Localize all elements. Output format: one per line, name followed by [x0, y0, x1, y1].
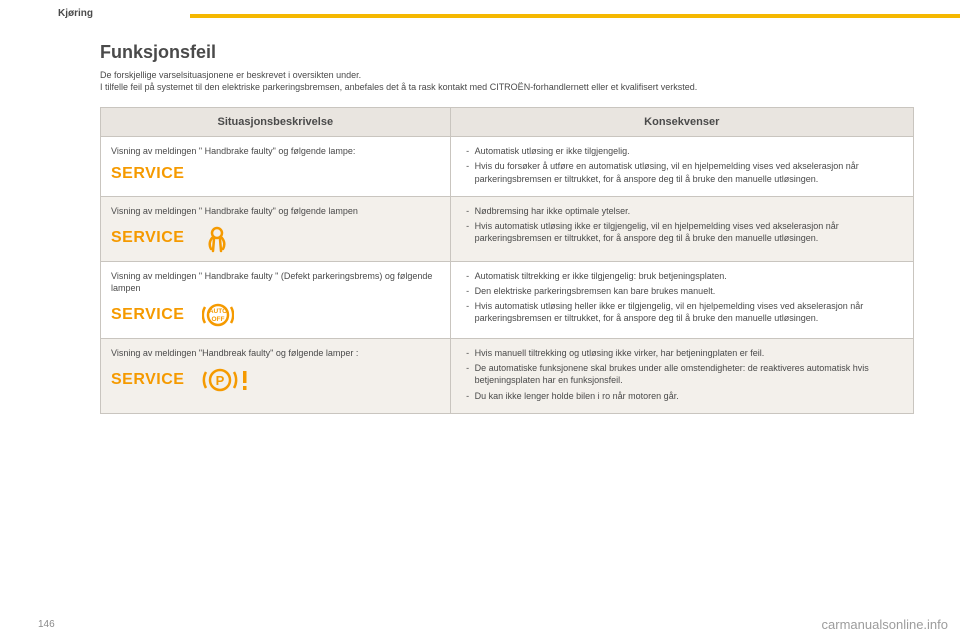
- service-lamp-icon: SERVICE: [111, 227, 184, 249]
- situation-text: Visning av meldingen " Handbrake faulty …: [111, 270, 440, 294]
- col-header-consequences: Konsekvenser: [450, 108, 913, 137]
- svg-text:P: P: [216, 373, 225, 388]
- service-lamp-icon: SERVICE: [111, 369, 184, 391]
- watermark: carmanualsonline.info: [822, 617, 948, 632]
- consequence-item: Den elektriske parkeringsbremsen kan bar…: [461, 285, 903, 297]
- consequence-item: Nødbremsing har ikke optimale ytelser.: [461, 205, 903, 217]
- lamp-icons: SERVICE P: [111, 365, 440, 395]
- consequences-cell: Hvis manuell tiltrekking og utløsing ikk…: [450, 339, 913, 414]
- svg-text:AUTO: AUTO: [209, 308, 227, 315]
- auto-off-icon: AUTO OFF: [202, 300, 234, 330]
- table-row: Visning av meldingen " Handbrake faulty …: [101, 261, 914, 338]
- section-label: Kjøring: [58, 8, 93, 19]
- page-title: Funksjonsfeil: [100, 42, 914, 63]
- lamp-icons: SERVICE: [111, 163, 440, 185]
- table-row: Visning av meldingen " Handbrake faulty"…: [101, 196, 914, 261]
- service-lamp-icon: SERVICE: [111, 304, 184, 326]
- situation-cell: Visning av meldingen "Handbreak faulty" …: [101, 339, 451, 414]
- situation-text: Visning av meldingen " Handbrake faulty"…: [111, 205, 440, 217]
- consequences-list: Nødbremsing har ikke optimale ytelser. Hv…: [461, 205, 903, 244]
- intro-text: De forskjellige varselsituasjonene er be…: [100, 69, 914, 93]
- svg-text:OFF: OFF: [212, 316, 225, 323]
- page-number: 146: [38, 619, 55, 630]
- situation-cell: Visning av meldingen " Handbrake faulty …: [101, 261, 451, 338]
- situation-text: Visning av meldingen "Handbreak faulty" …: [111, 347, 440, 359]
- consequences-list: Hvis manuell tiltrekking og utløsing ikk…: [461, 347, 903, 402]
- fault-table: Situasjonsbeskrivelse Konsekvenser Visni…: [100, 107, 914, 413]
- service-lamp-icon: SERVICE: [111, 163, 184, 185]
- consequence-item: Du kan ikke lenger holde bilen i ro når …: [461, 390, 903, 402]
- situation-text: Visning av meldingen " Handbrake faulty"…: [111, 145, 440, 157]
- intro-line-2: I tilfelle feil på systemet til den elek…: [100, 82, 697, 92]
- table-row: Visning av meldingen "Handbreak faulty" …: [101, 339, 914, 414]
- accent-top-line: [190, 14, 960, 18]
- lamp-icons: SERVICE: [111, 223, 440, 253]
- consequences-list: Automatisk utløsing er ikke tilgjengelig…: [461, 145, 903, 184]
- col-header-situation: Situasjonsbeskrivelse: [101, 108, 451, 137]
- consequence-item: Automatisk utløsing er ikke tilgjengelig…: [461, 145, 903, 157]
- secondary-icon: [202, 223, 232, 253]
- park-warn-icon: P: [202, 365, 252, 395]
- consequence-item: Hvis du forsøker å utføre en automatisk …: [461, 160, 903, 184]
- consequences-cell: Nødbremsing har ikke optimale ytelser. Hv…: [450, 196, 913, 261]
- page-content: Funksjonsfeil De forskjellige varselsitu…: [100, 42, 914, 414]
- consequence-item: De automatiske funksjonene skal brukes u…: [461, 362, 903, 386]
- situation-cell: Visning av meldingen " Handbrake faulty"…: [101, 137, 451, 196]
- intro-line-1: De forskjellige varselsituasjonene er be…: [100, 70, 361, 80]
- consequence-item: Hvis automatisk utløsing heller ikke er …: [461, 300, 903, 324]
- table-row: Visning av meldingen " Handbrake faulty"…: [101, 137, 914, 196]
- consequence-item: Hvis automatisk utløsing ikke er tilgjen…: [461, 220, 903, 244]
- consequence-item: Hvis manuell tiltrekking og utløsing ikk…: [461, 347, 903, 359]
- consequence-item: Automatisk tiltrekking er ikke tilgjenge…: [461, 270, 903, 282]
- consequences-cell: Automatisk utløsing er ikke tilgjengelig…: [450, 137, 913, 196]
- consequences-cell: Automatisk tiltrekking er ikke tilgjenge…: [450, 261, 913, 338]
- situation-cell: Visning av meldingen " Handbrake faulty"…: [101, 196, 451, 261]
- consequences-list: Automatisk tiltrekking er ikke tilgjenge…: [461, 270, 903, 325]
- lamp-icons: SERVICE AUTO OFF: [111, 300, 440, 330]
